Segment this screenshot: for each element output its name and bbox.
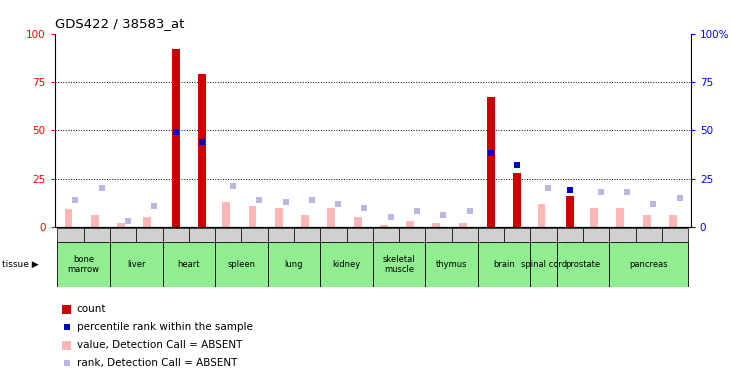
Text: percentile rank within the sample: percentile rank within the sample: [77, 322, 253, 332]
Bar: [616, 208, 624, 227]
Bar: [669, 215, 677, 227]
Bar: [58, 228, 84, 242]
Bar: [189, 228, 215, 242]
Text: brain: brain: [493, 260, 515, 269]
Text: bone
marrow: bone marrow: [68, 255, 99, 274]
Text: liver: liver: [127, 260, 145, 269]
Bar: [241, 228, 268, 242]
Bar: [380, 225, 387, 227]
Bar: [268, 228, 294, 242]
Bar: [275, 208, 283, 227]
Bar: [406, 221, 414, 227]
Text: rank, Detection Call = ABSENT: rank, Detection Call = ABSENT: [77, 358, 237, 368]
Bar: [557, 242, 610, 287]
Bar: [478, 228, 504, 242]
Bar: [610, 242, 688, 287]
Text: lung: lung: [284, 260, 303, 269]
Text: heart: heart: [178, 260, 200, 269]
Bar: [566, 196, 574, 227]
Bar: [425, 228, 452, 242]
Bar: [215, 242, 268, 287]
Bar: [215, 228, 241, 242]
Bar: [425, 242, 478, 287]
Bar: [320, 242, 373, 287]
Bar: [399, 228, 425, 242]
Bar: [354, 217, 362, 227]
Bar: [327, 208, 336, 227]
Bar: [537, 204, 545, 227]
Bar: [301, 215, 309, 227]
Text: spleen: spleen: [227, 260, 255, 269]
Bar: [117, 223, 125, 227]
Bar: [610, 228, 636, 242]
Bar: [136, 228, 162, 242]
Bar: [373, 242, 425, 287]
Bar: [452, 228, 478, 242]
Text: count: count: [77, 304, 106, 314]
Bar: [531, 242, 557, 287]
Bar: [433, 223, 440, 227]
Text: skeletal
muscle: skeletal muscle: [383, 255, 415, 274]
Bar: [636, 228, 662, 242]
Bar: [58, 242, 110, 287]
Bar: [459, 223, 466, 227]
Text: thymus: thymus: [436, 260, 467, 269]
Bar: [662, 228, 688, 242]
Text: pancreas: pancreas: [629, 260, 668, 269]
Bar: [504, 228, 531, 242]
Bar: [268, 242, 320, 287]
Bar: [110, 242, 162, 287]
Bar: [249, 206, 257, 227]
Bar: [346, 228, 373, 242]
Bar: [531, 228, 557, 242]
Bar: [110, 228, 136, 242]
Bar: [198, 74, 206, 227]
Bar: [222, 202, 230, 227]
Bar: [373, 228, 399, 242]
Text: GDS422 / 38583_at: GDS422 / 38583_at: [55, 17, 184, 30]
Bar: [513, 173, 521, 227]
Text: kidney: kidney: [333, 260, 360, 269]
Bar: [294, 228, 320, 242]
Text: tissue ▶: tissue ▶: [2, 260, 39, 269]
Bar: [643, 215, 651, 227]
Bar: [583, 228, 610, 242]
Text: value, Detection Call = ABSENT: value, Detection Call = ABSENT: [77, 340, 242, 350]
Bar: [478, 242, 531, 287]
Bar: [143, 217, 151, 227]
Text: spinal cord: spinal cord: [520, 260, 567, 269]
Bar: [557, 228, 583, 242]
Bar: [320, 228, 346, 242]
Bar: [162, 228, 189, 242]
Bar: [64, 210, 72, 227]
Bar: [84, 228, 110, 242]
Bar: [590, 208, 598, 227]
Bar: [162, 242, 215, 287]
Bar: [172, 49, 180, 227]
Text: prostate: prostate: [566, 260, 601, 269]
Bar: [91, 215, 99, 227]
Bar: [487, 98, 495, 227]
